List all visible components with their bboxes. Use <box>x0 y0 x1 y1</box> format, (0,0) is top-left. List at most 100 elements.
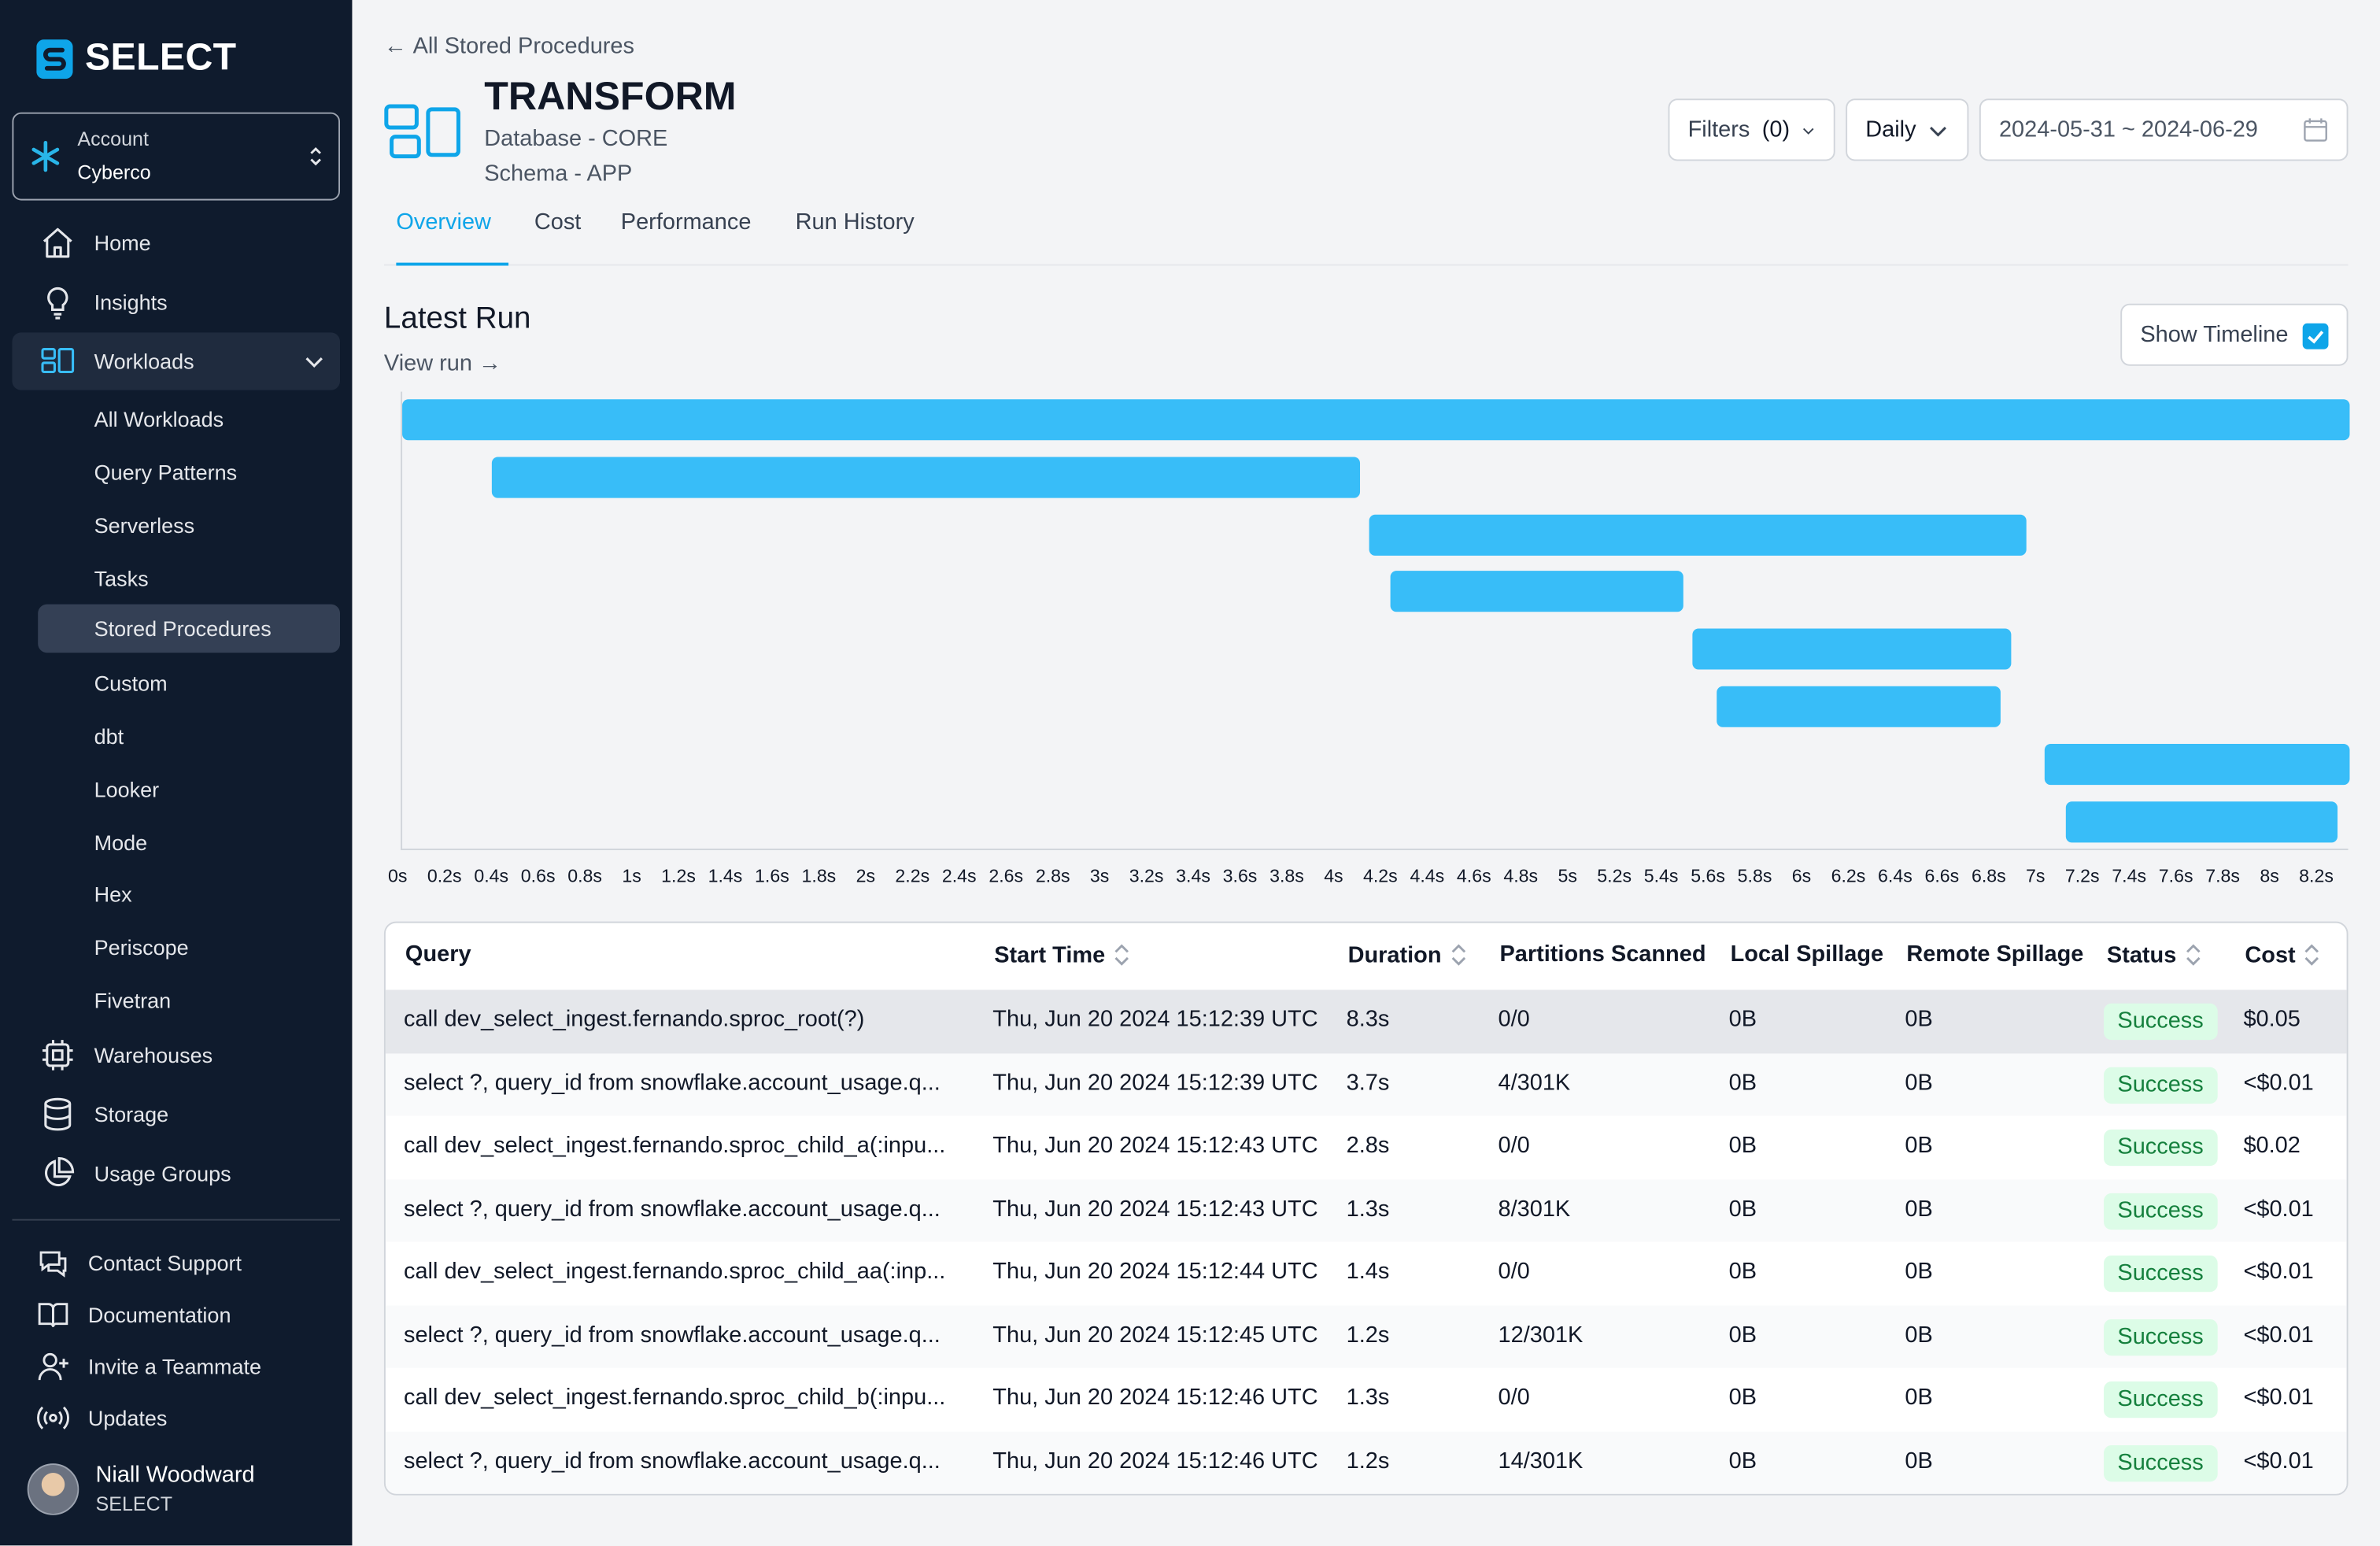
filters-label: Filters <box>1687 117 1750 143</box>
table-row[interactable]: select ?, query_id from snowflake.accoun… <box>385 1178 2347 1242</box>
sort-icon <box>1451 944 1465 966</box>
nav-usage-groups-label: Usage Groups <box>94 1161 231 1186</box>
nav-sub-periscope[interactable]: Periscope <box>94 935 189 960</box>
table-cell: 0B <box>1905 1258 1933 1285</box>
nav-home[interactable]: Home <box>12 214 340 272</box>
logo[interactable]: SELECT <box>36 36 236 80</box>
x-tick-label: 3s <box>1089 865 1110 887</box>
table-cell: call dev_select_ingest.fernando.sproc_ch… <box>404 1132 946 1159</box>
column-header[interactable]: Duration <box>1348 941 1466 969</box>
nav-sub-mode[interactable]: Mode <box>94 830 148 855</box>
table-row[interactable]: call dev_select_ingest.fernando.sproc_ch… <box>386 1242 2347 1305</box>
timeline-bar[interactable] <box>2065 801 2338 842</box>
nav-sub-tasks[interactable]: Tasks <box>94 566 149 591</box>
footer-documentation[interactable]: Documentation <box>12 1292 340 1337</box>
nav-sub-query-patterns[interactable]: Query Patterns <box>94 460 238 485</box>
table-row[interactable]: select ?, query_id from snowflake.accoun… <box>385 1052 2347 1116</box>
column-header[interactable]: Cost <box>2245 941 2319 969</box>
x-tick-label: 1.8s <box>801 865 837 887</box>
timeline-bar[interactable] <box>491 457 1360 498</box>
x-tick-label: 3.4s <box>1176 865 1210 887</box>
nav-storage[interactable]: Storage <box>12 1086 340 1143</box>
table-cell: 0/0 <box>1498 1258 1530 1285</box>
table-cell: 0/0 <box>1498 1006 1530 1033</box>
nav-sub-serverless[interactable]: Serverless <box>94 512 195 538</box>
table-row[interactable]: select ?, query_id from snowflake.accoun… <box>385 1304 2347 1368</box>
x-tick-label: 0s <box>388 865 408 887</box>
show-timeline-toggle[interactable]: Show Timeline <box>2120 303 2349 366</box>
column-header[interactable]: Start Time <box>994 941 1129 969</box>
nav-workloads[interactable]: Workloads <box>12 332 341 390</box>
table-row[interactable]: select ?, query_id from snowflake.accoun… <box>385 1430 2347 1494</box>
nav-sub-stored-procedures[interactable]: Stored Procedures <box>38 604 341 653</box>
timeline-bar[interactable] <box>1369 514 2027 556</box>
x-tick-label: 2.2s <box>895 865 930 887</box>
nav-insights[interactable]: Insights <box>12 273 340 331</box>
column-header: Remote Spillage <box>1906 941 2083 967</box>
nav-insights-label: Insights <box>94 290 168 315</box>
timeline-bar[interactable] <box>402 399 2350 441</box>
timeline-bar[interactable] <box>1390 571 1683 612</box>
footer-contact-support[interactable]: Contact Support <box>12 1241 340 1286</box>
account-switcher[interactable]: Account Cyberco <box>12 112 341 201</box>
page-title: TRANSFORM <box>484 72 737 119</box>
check-icon <box>2308 331 2324 344</box>
chat-icon <box>39 1251 67 1278</box>
tab-run-history[interactable]: Run History <box>795 209 915 235</box>
snowflake-icon <box>31 140 60 172</box>
chevron-down-icon <box>1930 126 1947 136</box>
column-header-label: Remote Spillage <box>1906 941 2084 967</box>
table-cell: select ?, query_id from snowflake.accoun… <box>404 1195 941 1222</box>
column-header: Query <box>405 941 471 967</box>
table-cell: 1.4s <box>1346 1258 1390 1285</box>
view-run-link[interactable]: View run → <box>383 350 501 377</box>
footer-updates[interactable]: Updates <box>12 1395 340 1441</box>
table-cell: 0B <box>1905 1384 1933 1411</box>
table-cell: select ?, query_id from snowflake.accoun… <box>404 1321 941 1348</box>
footer-invite-teammate[interactable]: Invite a Teammate <box>12 1344 340 1389</box>
back-link[interactable]: ← All Stored Procedures <box>384 33 634 59</box>
nav-sub-all-workloads[interactable]: All Workloads <box>94 406 224 431</box>
table-row[interactable]: call dev_select_ingest.fernando.sproc_ch… <box>386 1368 2347 1431</box>
tab-cost[interactable]: Cost <box>534 209 582 235</box>
database-icon <box>44 1097 72 1131</box>
x-tick-label: 6.4s <box>1878 865 1913 887</box>
tab-performance[interactable]: Performance <box>620 209 752 235</box>
column-header[interactable]: Status <box>2107 941 2201 969</box>
timeline-bar[interactable] <box>1692 628 2012 670</box>
nav-usage-groups[interactable]: Usage Groups <box>12 1145 340 1202</box>
nav-sub-fivetran[interactable]: Fivetran <box>94 988 172 1013</box>
nav-sub-custom[interactable]: Custom <box>94 671 168 696</box>
column-header-label: Partitions Scanned <box>1499 941 1706 967</box>
user-name: Niall Woodward <box>95 1462 255 1489</box>
table-row[interactable]: call dev_select_ingest.fernando.sproc_ro… <box>385 989 2347 1053</box>
sort-icon <box>2305 944 2319 966</box>
date-range-picker[interactable]: 2024-05-31 ~ 2024-06-29 <box>1979 98 2349 161</box>
status-badge: Success <box>2104 1255 2218 1293</box>
x-tick-label: 2s <box>856 865 876 887</box>
x-tick-label: 6.6s <box>1924 865 1960 887</box>
column-header-label: Query <box>405 941 471 967</box>
nav-warehouses[interactable]: Warehouses <box>12 1026 340 1084</box>
table-cell: 0B <box>1728 1384 1757 1411</box>
tab-overview[interactable]: Overview <box>396 209 509 266</box>
filters-button[interactable]: Filters (0) <box>1668 98 1835 161</box>
granularity-select[interactable]: Daily <box>1846 98 1969 161</box>
user-profile[interactable]: Niall Woodward SELECT <box>27 1460 255 1518</box>
nav-sub-hex[interactable]: Hex <box>94 882 132 907</box>
brand-name: SELECT <box>85 36 237 80</box>
timeline-bar[interactable] <box>1716 686 2001 727</box>
table-row[interactable]: call dev_select_ingest.fernando.sproc_ch… <box>386 1116 2347 1179</box>
chevron-down-icon <box>1803 127 1814 134</box>
table-cell: 1.2s <box>1346 1447 1390 1474</box>
x-tick-label: 7.2s <box>2064 865 2100 887</box>
footer-updates-label: Updates <box>87 1405 168 1430</box>
table-cell: call dev_select_ingest.fernando.sproc_ro… <box>404 1006 865 1033</box>
timeline-bar[interactable] <box>2044 743 2350 785</box>
table-cell: 12/301K <box>1498 1321 1584 1348</box>
back-link-label: All Stored Procedures <box>412 33 634 60</box>
nav-sub-looker[interactable]: Looker <box>94 777 160 802</box>
show-timeline-checkbox[interactable] <box>2302 323 2329 350</box>
x-tick-label: 1.6s <box>755 865 789 887</box>
nav-sub-dbt[interactable]: dbt <box>94 723 124 749</box>
